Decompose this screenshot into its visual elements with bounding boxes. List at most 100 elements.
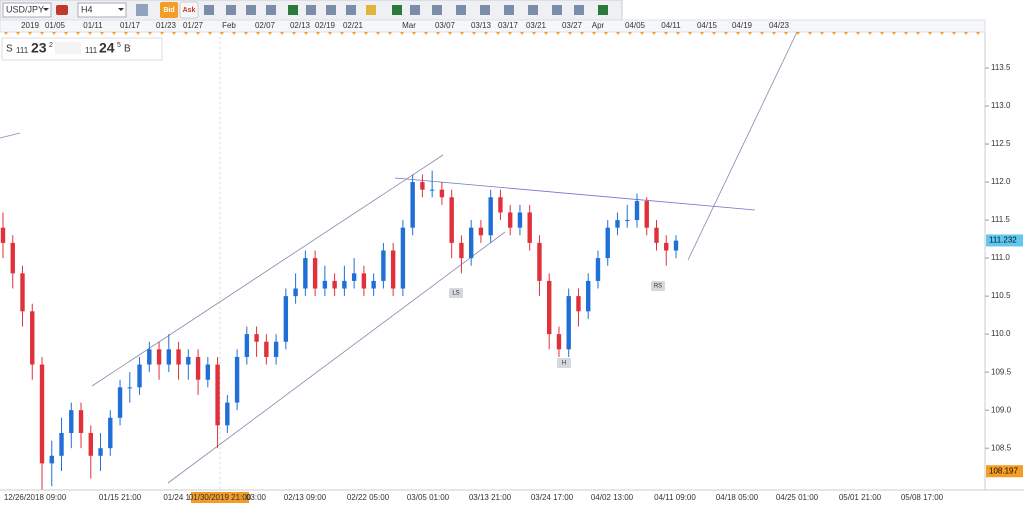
x-tick-label: 05/08 17:00 [901, 493, 944, 502]
candle-body [49, 455, 54, 464]
icon[interactable] [136, 4, 148, 16]
icon[interactable] [392, 5, 402, 15]
top-axis-label: 04/15 [697, 21, 718, 30]
candle-body [108, 417, 113, 449]
top-axis-tick [184, 32, 188, 35]
buy-label: B [124, 44, 131, 55]
timeframe-select[interactable] [77, 2, 127, 18]
icon[interactable] [366, 5, 376, 15]
candle-body [0, 227, 6, 243]
top-axis-tick [328, 32, 332, 35]
top-axis-tick [748, 32, 752, 35]
icon[interactable] [504, 5, 514, 15]
top-axis-tick [460, 32, 464, 35]
candle-body [547, 280, 552, 335]
buy-pips[interactable]: 24 [99, 40, 115, 56]
top-axis: 2019 01/05 01/11 01/17 01/23 01/27 Feb 02/07 02/… [4, 21, 980, 35]
icon[interactable] [432, 5, 442, 15]
sell-pips[interactable]: 23 [31, 40, 47, 56]
top-axis-tick [400, 32, 404, 35]
top-axis-tick [580, 32, 584, 35]
top-axis-tick [508, 32, 512, 35]
channel-upper [91, 154, 444, 387]
top-axis-label: Mar [402, 21, 416, 30]
top-axis-tick [64, 32, 68, 35]
candle-body [429, 189, 435, 191]
bid-button[interactable] [160, 2, 178, 18]
icon[interactable] [528, 5, 538, 15]
icon[interactable] [306, 5, 316, 15]
icon[interactable] [552, 5, 562, 15]
candle-body [527, 212, 532, 243]
top-axis-tick [424, 32, 428, 35]
candle-body [586, 280, 591, 312]
toolbar: USD/JPY H4 Bid Ask [0, 0, 623, 21]
top-axis-label: 03/07 [435, 21, 456, 30]
top-axis-tick [760, 32, 764, 35]
buy-big: 111 [85, 46, 98, 55]
ask: Ask [183, 7, 196, 14]
candle-body [20, 273, 25, 312]
candle-body [615, 220, 620, 228]
top-axis-tick [52, 32, 56, 35]
top-axis-tick [76, 32, 80, 35]
candle-body [449, 197, 454, 243]
timeframe: H4 [81, 4, 93, 14]
icon[interactable] [326, 5, 336, 15]
candle-body [556, 334, 562, 350]
candle-body [88, 432, 93, 456]
icon[interactable] [456, 5, 466, 15]
candle-body [498, 197, 503, 213]
top-axis-label: 2019 [21, 21, 39, 30]
top-axis-tick [388, 32, 392, 35]
top-axis-tick [244, 32, 248, 35]
candle-body [625, 220, 630, 222]
icon[interactable] [266, 5, 276, 15]
top-axis-tick [100, 32, 104, 35]
icon[interactable] [598, 5, 608, 15]
candle-body [634, 201, 640, 221]
top-axis-tick [640, 32, 644, 35]
top-axis-label: 03/27 [562, 21, 583, 30]
icon[interactable] [204, 5, 214, 15]
candle-body [244, 334, 250, 357]
icon[interactable] [480, 5, 490, 15]
top-axis-label: 04/11 [661, 21, 681, 30]
top-axis-tick [772, 32, 776, 35]
top-axis-label: 01/27 [183, 21, 204, 30]
top-axis-tick [892, 32, 896, 35]
top-axis-tick [712, 32, 716, 35]
x-tick-label: 04/25 01:00 [776, 493, 819, 502]
top-axis-tick [124, 32, 128, 35]
projection [687, 31, 798, 261]
symbol-select[interactable] [2, 2, 52, 18]
candle-body [342, 280, 347, 289]
top-axis-tick [940, 32, 944, 35]
icon[interactable] [246, 5, 256, 15]
candle-body [371, 280, 376, 289]
top-axis-tick [820, 32, 824, 35]
icon[interactable] [226, 5, 236, 15]
candle-body [566, 296, 571, 350]
top-axis-label: 01/17 [120, 21, 141, 30]
y-tick-label: 112.0 [991, 177, 1011, 186]
top-axis-label: 01/11 [83, 21, 103, 30]
top-axis-tick [172, 32, 176, 35]
icon[interactable] [346, 5, 356, 15]
top-axis-label: Feb [222, 21, 236, 30]
candle-body [381, 250, 386, 281]
icon[interactable] [56, 5, 68, 15]
icon[interactable] [288, 5, 298, 15]
icon[interactable] [410, 5, 420, 15]
ask-button[interactable] [179, 1, 199, 19]
candle-body [654, 227, 659, 243]
icon[interactable] [574, 5, 584, 15]
candle-body [420, 182, 425, 190]
dropdown-arrow [118, 8, 124, 11]
y-tick-label: 109.5 [991, 367, 1012, 376]
top-axis-tick [724, 32, 728, 35]
annotation-bg [449, 288, 463, 298]
candle-body [127, 387, 132, 389]
top-axis-bg [0, 19, 986, 33]
candle-body [78, 410, 84, 433]
